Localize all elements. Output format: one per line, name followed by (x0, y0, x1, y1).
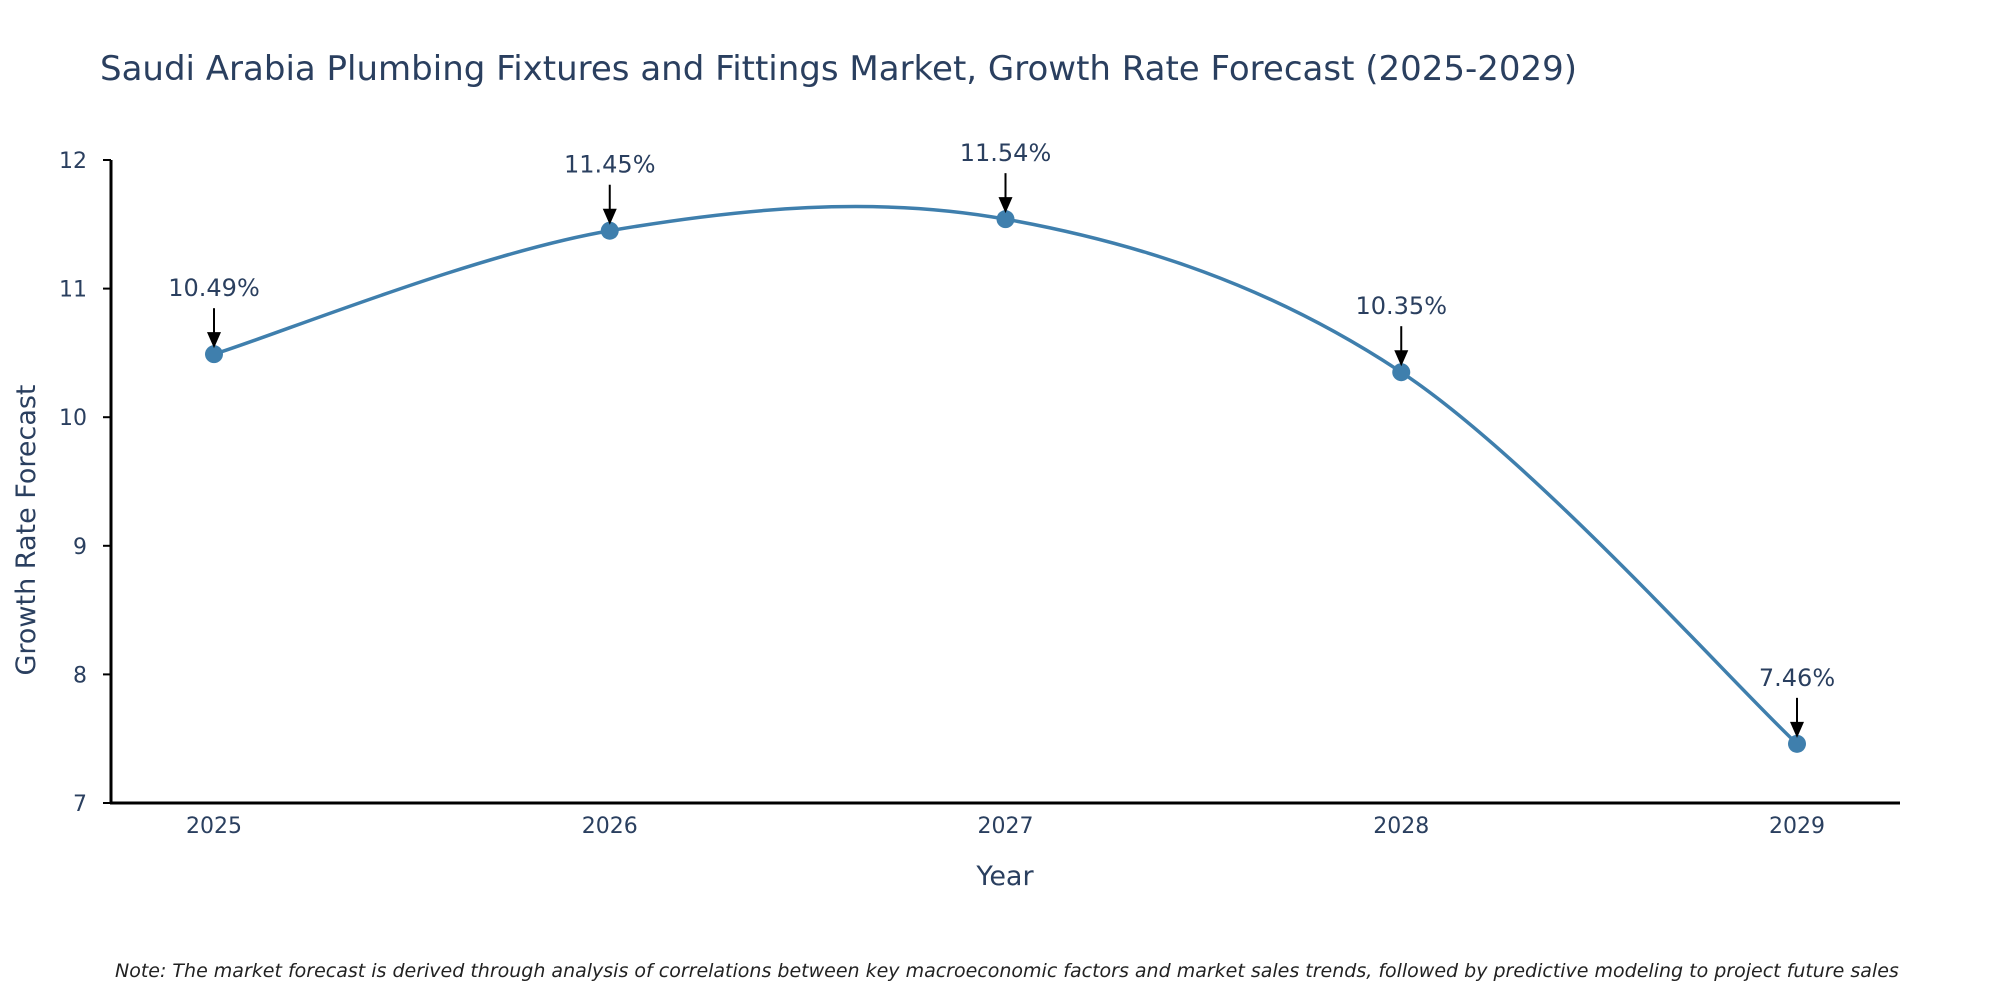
series-line (213, 204, 1799, 746)
data-label: 10.49% (168, 274, 260, 302)
data-point-2025 (205, 345, 223, 364)
y-axis-title: Growth Rate Forecast (11, 384, 42, 675)
x-tick-label: 2028 (1373, 814, 1429, 839)
annotation-arrow-head (602, 208, 617, 225)
x-tick-label: 2027 (978, 814, 1034, 839)
y-tick-label: 9 (73, 535, 87, 560)
x-axis-ticks: 2025 2026 2027 2028 2029 (186, 814, 1825, 839)
data-point-2026 (600, 221, 619, 240)
data-point-2028 (1392, 363, 1411, 382)
data-point-2029 (1788, 734, 1806, 753)
annotation-arrow-head (207, 332, 221, 349)
y-tick-label: 8 (73, 663, 87, 688)
x-tick-label: 2029 (1769, 814, 1825, 839)
x-axis-title: Year (975, 861, 1034, 892)
y-tick-label: 12 (59, 149, 87, 174)
axes (109, 160, 1900, 805)
y-axis-ticks: 7 8 9 10 11 12 (59, 149, 111, 817)
data-label: 7.46% (1759, 664, 1835, 692)
x-tick-label: 2025 (186, 814, 242, 839)
annotation-arrow-head (1394, 350, 1409, 367)
footnote: Note: The market forecast is derived thr… (115, 960, 1899, 982)
data-annotations: 10.49% 11.45% 11.54% 10.35% 7.46% (168, 139, 1835, 738)
data-label: 11.45% (564, 151, 656, 179)
chart-title: Saudi Arabia Plumbing Fixtures and Fitti… (100, 49, 1577, 89)
series-growth-rate (205, 204, 1806, 753)
y-tick-label: 7 (73, 792, 87, 817)
data-point-2027 (996, 210, 1015, 229)
annotation-arrow-head (1790, 721, 1804, 738)
data-label: 11.54% (960, 139, 1052, 167)
x-tick-label: 2026 (582, 814, 638, 839)
y-tick-label: 11 (59, 278, 87, 303)
y-tick-label: 10 (59, 406, 87, 431)
annotation-arrow-head (998, 197, 1013, 214)
data-label: 10.35% (1355, 292, 1447, 320)
